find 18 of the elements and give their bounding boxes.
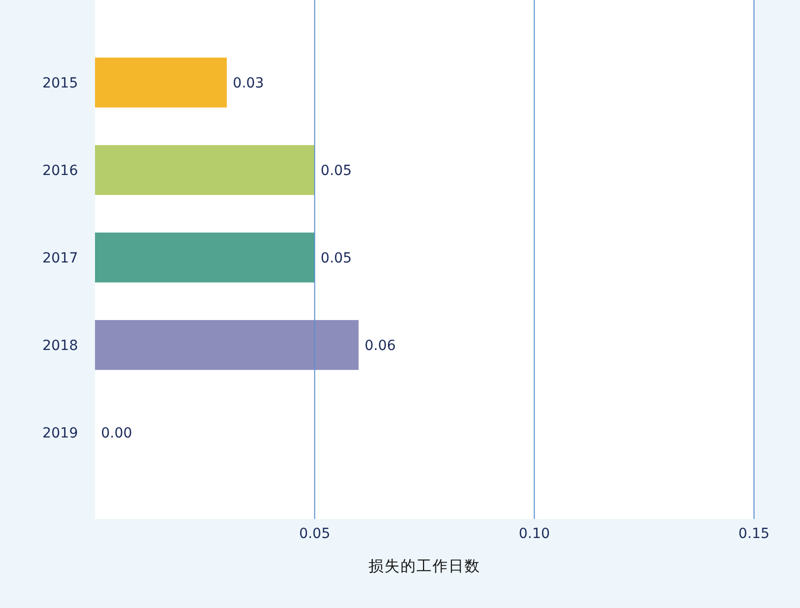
x-axis-title: 损失的工作日数 [368, 557, 480, 575]
data-label: 0.05 [320, 250, 352, 266]
y-tick-label: 2017 [42, 250, 78, 266]
y-tick-label: 2018 [42, 338, 78, 354]
data-label: 0.06 [364, 338, 396, 354]
data-label: 0.05 [320, 162, 352, 179]
data-label: 0.03 [232, 75, 264, 92]
bar [95, 320, 359, 370]
y-tick-label: 2016 [42, 162, 78, 179]
bar [95, 232, 315, 282]
y-tick-label: 2019 [42, 425, 78, 442]
bar [95, 58, 227, 108]
x-tick-label: 0.10 [518, 526, 550, 542]
x-tick-label: 0.05 [299, 526, 330, 542]
bar [95, 145, 315, 195]
data-label: 0.00 [101, 425, 132, 442]
y-tick-label: 2015 [42, 75, 78, 92]
x-tick-label: 0.15 [738, 526, 770, 542]
